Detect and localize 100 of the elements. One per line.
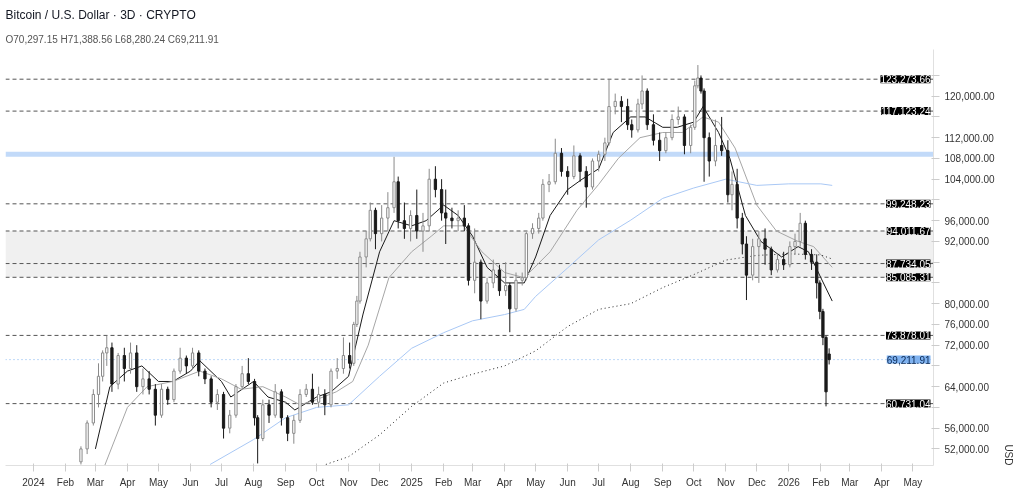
y-tick-label: 112,000.00 — [944, 132, 995, 144]
y-axis-title: USD — [1002, 444, 1014, 466]
candlestick — [141, 368, 145, 395]
x-tick-label: Oct — [685, 476, 702, 488]
candlestick — [273, 383, 277, 419]
candlestick — [559, 147, 564, 178]
x-tick-label: Apr — [496, 476, 514, 488]
candlestick — [380, 204, 384, 242]
y-tick-label: 120,000.00 — [944, 91, 995, 103]
x-tick-label: Jul — [592, 476, 606, 488]
candlestick — [323, 388, 327, 416]
candlestick — [215, 388, 219, 411]
candlestick — [310, 373, 315, 406]
candlestick — [209, 375, 213, 408]
x-tick-label: Feb — [812, 476, 830, 488]
x-tick-label: Nov — [716, 476, 735, 488]
x-tick-label: Nov — [339, 476, 358, 488]
x-tick-label: May — [526, 476, 546, 488]
ref-line-label: 73,878.01 — [886, 330, 931, 342]
candlestick — [491, 259, 495, 289]
y-tick-label: 52,000.00 — [944, 443, 990, 455]
x-tick-label: Jun — [559, 476, 576, 488]
candlestick — [730, 170, 734, 211]
candlestick — [485, 277, 489, 305]
candlestick — [473, 227, 477, 294]
candlestick — [566, 165, 570, 196]
y-tick-label: 56,000.00 — [944, 423, 990, 435]
candlestick — [619, 95, 624, 123]
candlestick — [444, 189, 448, 245]
x-tick-label: Jul — [215, 476, 228, 488]
candlestick — [178, 347, 182, 375]
y-tick-label: 72,000.00 — [944, 340, 990, 352]
candlestick — [373, 207, 378, 250]
x-tick-label: 2026 — [777, 476, 801, 488]
candlestick — [147, 370, 151, 395]
candlestick — [285, 414, 290, 442]
candlestick — [676, 106, 680, 126]
x-tick-label: Feb — [435, 476, 453, 488]
candlestick — [341, 336, 346, 375]
candlestick — [658, 131, 662, 162]
candlestick — [267, 399, 271, 424]
x-tick-label: Jun — [182, 476, 199, 488]
x-tick-label: May — [903, 476, 923, 488]
candlestick — [316, 386, 321, 408]
x-tick-label: Mar — [463, 476, 482, 488]
x-tick-label: Mar — [86, 476, 105, 488]
candlestick — [347, 342, 352, 369]
candlestick — [508, 282, 512, 333]
y-tick-label: 76,000.00 — [944, 319, 990, 331]
ref-line-label: 123,273.66 — [880, 74, 931, 86]
chart-title: Bitcoin / U.S. Dollar · 3D · CRYPTO — [5, 7, 196, 22]
line-series — [209, 178, 833, 465]
y-tick-label: 104,000.00 — [944, 174, 995, 186]
candlestick — [439, 178, 444, 222]
x-tick-label: Aug — [244, 476, 263, 488]
candlestick — [246, 357, 250, 385]
x-tick-label: Apr — [119, 476, 136, 488]
candlestick — [450, 207, 454, 229]
y-tick-label: 80,000.00 — [944, 298, 990, 310]
y-tick-label: 96,000.00 — [944, 215, 990, 227]
candlestick — [433, 165, 438, 198]
x-tick-label: May — [149, 476, 168, 488]
candlestick — [456, 209, 460, 232]
candlestick — [166, 386, 170, 406]
candlestick — [720, 116, 724, 157]
x-tick-label: Feb — [56, 476, 75, 488]
candlestick — [504, 261, 508, 297]
x-tick-label: Dec — [370, 476, 389, 488]
candlestick — [335, 357, 339, 380]
candlestick — [707, 131, 711, 178]
candlestick — [292, 414, 296, 445]
candlestick — [79, 445, 83, 465]
candlestick — [757, 230, 761, 284]
x-tick-label: Mar — [841, 476, 860, 488]
x-tick-label: 2025 — [400, 476, 424, 488]
ref-line-label: 94,011.67 — [886, 225, 931, 237]
candlestick — [613, 93, 617, 115]
candlestick — [547, 173, 551, 193]
candlestick — [184, 355, 188, 375]
candlestick — [421, 212, 425, 253]
candlestick — [775, 253, 780, 274]
x-tick-label: Oct — [308, 476, 325, 488]
x-tick-label: 2024 — [22, 476, 45, 488]
ref-line-label: 69,211.91 — [886, 354, 931, 366]
ref-line-label: 87,734.05 — [886, 258, 931, 270]
y-tick-label: 92,000.00 — [944, 236, 990, 248]
candlestick — [415, 189, 419, 240]
candlestick — [651, 113, 656, 146]
chart-subtitle: O70,297.15 H71,388.56 L68,280.24 C69,211.91 — [5, 33, 220, 45]
candlestick — [713, 119, 718, 167]
candlestick — [670, 113, 674, 141]
candlestick — [572, 144, 576, 180]
y-tick-label: 108,000.00 — [944, 153, 995, 165]
candlestick — [597, 150, 601, 172]
y-tick-label: 64,000.00 — [944, 381, 990, 393]
candlestick — [197, 349, 201, 377]
candlestick — [190, 347, 195, 369]
candlestick — [228, 409, 232, 434]
candlestick — [128, 342, 133, 375]
candlestick — [408, 209, 413, 242]
